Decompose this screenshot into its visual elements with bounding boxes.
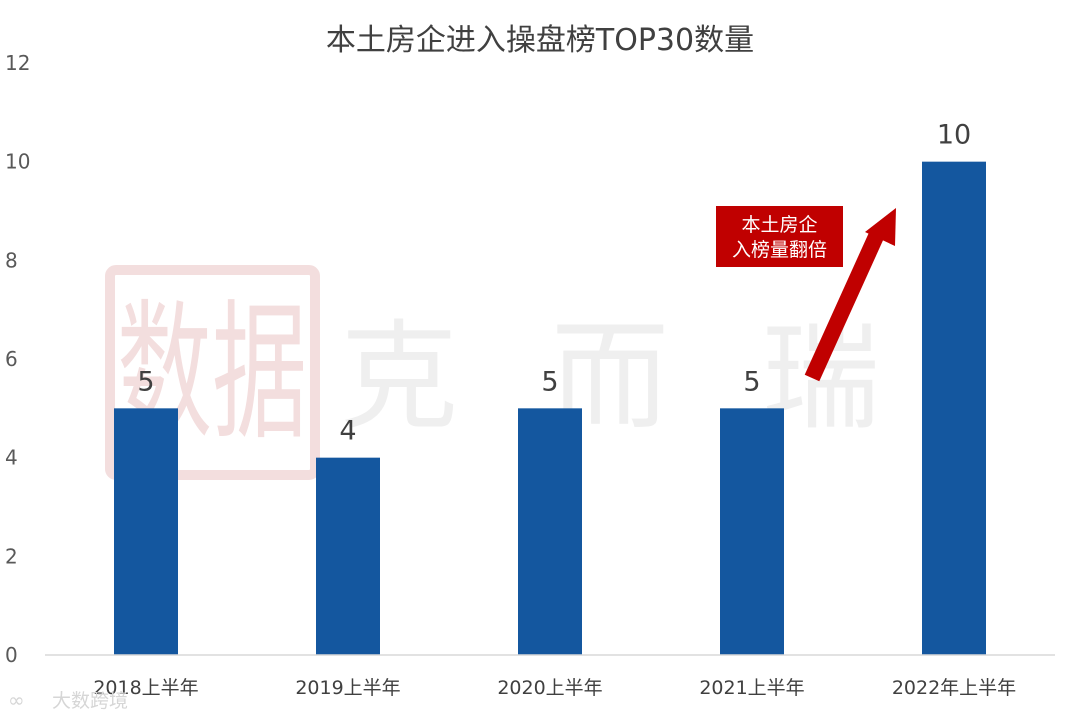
y-tick-label: 0 xyxy=(5,643,18,667)
callout-line-2: 入榜量翻倍 xyxy=(732,239,827,261)
bar xyxy=(720,408,784,655)
bar-value-label: 5 xyxy=(137,366,154,397)
y-tick-label: 4 xyxy=(5,446,18,470)
y-axis-ticks: 0 2 4 6 8 10 12 xyxy=(5,51,30,667)
bar xyxy=(922,161,986,655)
bar-value-label: 10 xyxy=(937,120,971,151)
bar-value-label: 5 xyxy=(743,366,760,397)
bar xyxy=(316,457,380,655)
x-axis-ticks: 2018上半年 2019上半年 2020上半年 2021上半年 2022年上半年 xyxy=(93,677,1016,699)
callout-box: 本土房企 入榜量翻倍 xyxy=(716,206,843,267)
y-tick-label: 8 xyxy=(5,248,18,272)
bar xyxy=(114,408,178,655)
corner-watermark-text: 大数跨境 xyxy=(52,690,128,712)
bar-value-label: 5 xyxy=(541,366,558,397)
x-tick-label: 2020上半年 xyxy=(497,677,602,699)
y-tick-label: 2 xyxy=(5,544,18,568)
callout-line-1: 本土房企 xyxy=(741,214,817,236)
corner-watermark-icon: ∞ xyxy=(8,688,25,712)
x-tick-label: 2018上半年 xyxy=(93,677,198,699)
y-tick-label: 10 xyxy=(5,150,30,174)
growth-arrow xyxy=(804,208,896,382)
x-tick-label: 2019上半年 xyxy=(295,677,400,699)
x-tick-label: 2021上半年 xyxy=(699,677,804,699)
chart-title: 本土房企进入操盘榜TOP30数量 xyxy=(326,23,754,58)
x-tick-label: 2022年上半年 xyxy=(892,677,1016,699)
brand-watermark: 克而瑞 xyxy=(340,308,880,446)
bar-series xyxy=(114,161,986,655)
data-labels: 5 4 5 5 10 xyxy=(137,120,971,447)
y-tick-label: 6 xyxy=(5,347,18,371)
bar-value-label: 4 xyxy=(339,416,356,447)
y-tick-label: 12 xyxy=(5,51,30,75)
corner-watermark: ∞ 大数跨境 xyxy=(8,688,128,712)
bar xyxy=(518,408,582,655)
